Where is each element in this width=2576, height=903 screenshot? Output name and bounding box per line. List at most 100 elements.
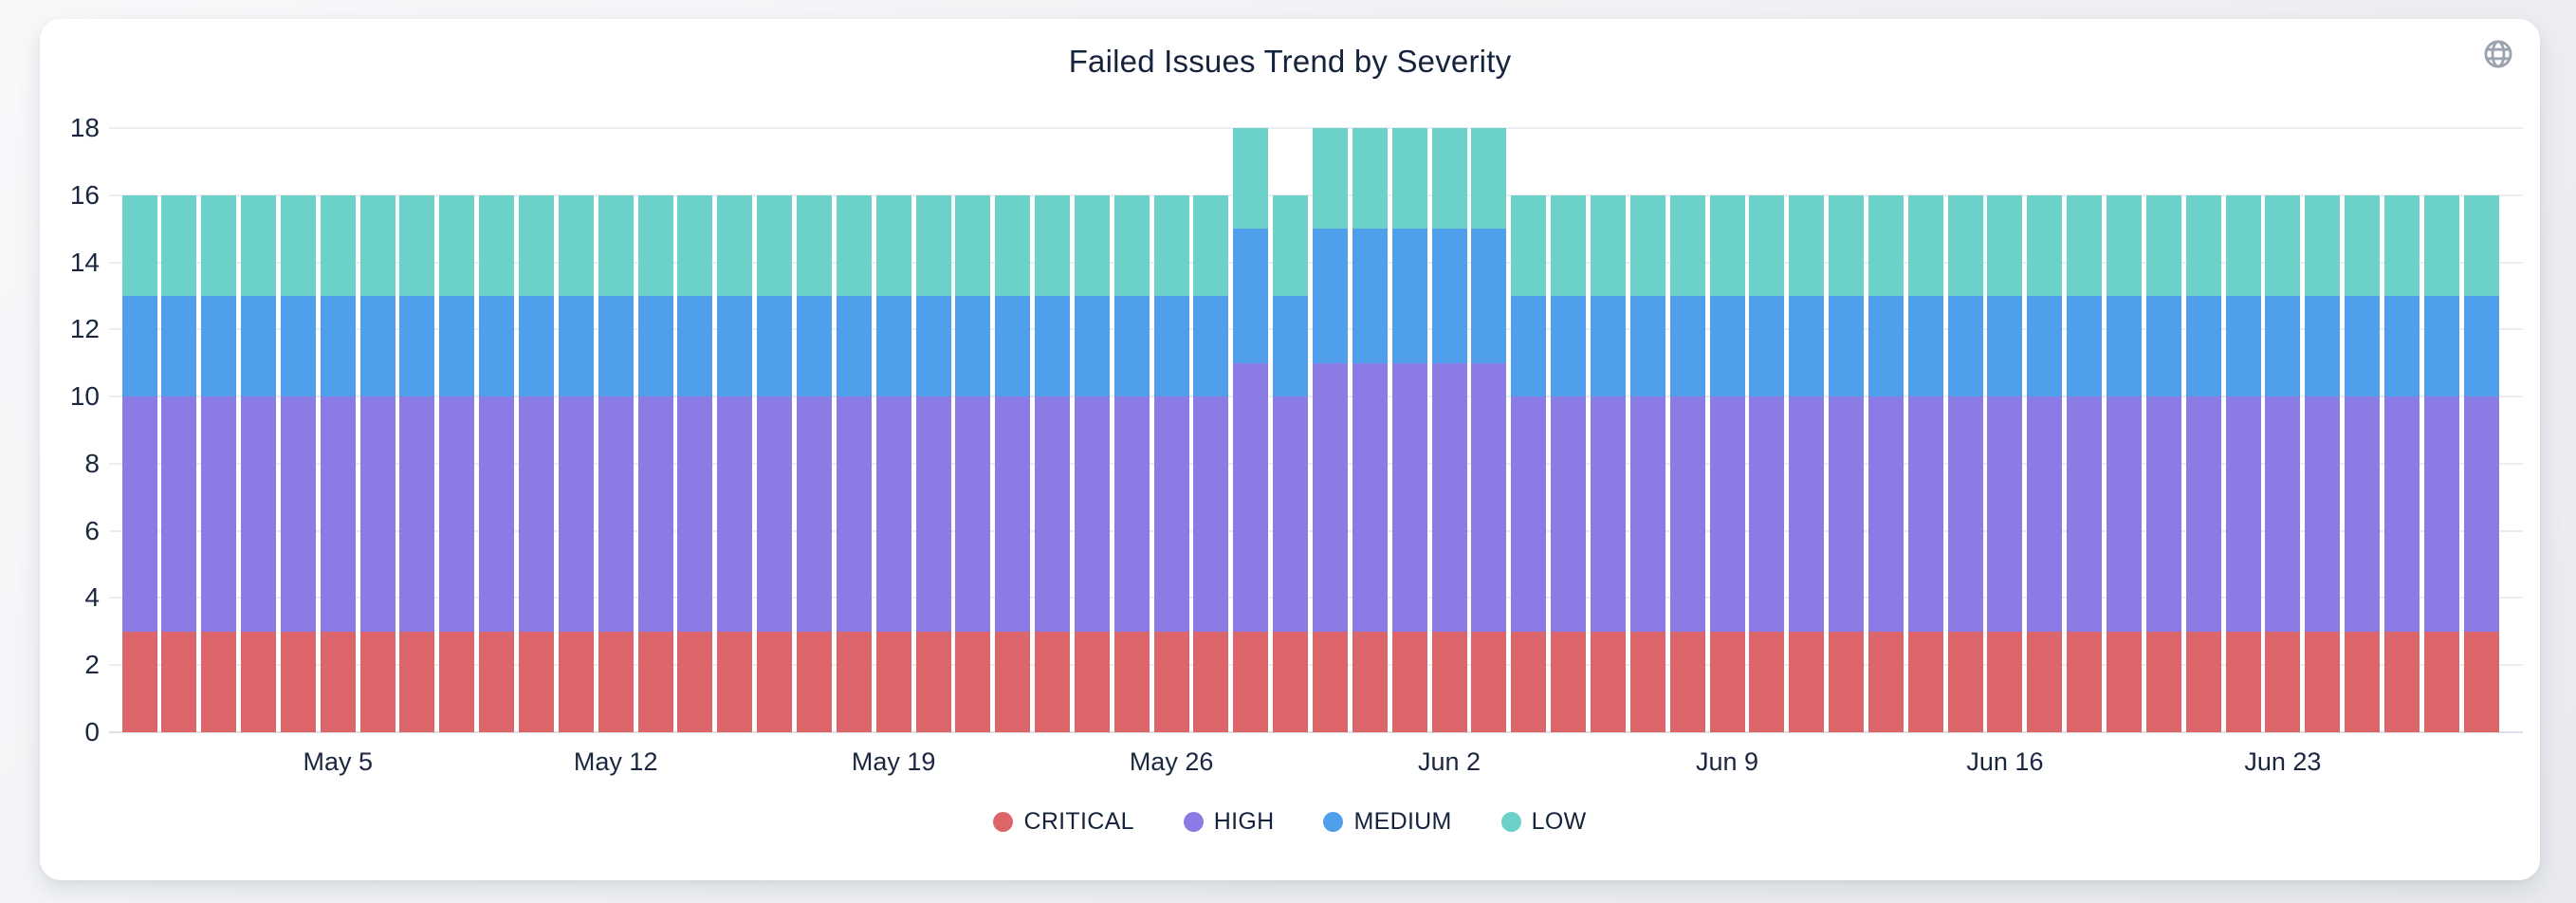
bar-segment-high bbox=[320, 396, 356, 632]
bar-segment-low bbox=[796, 194, 832, 296]
bar-apr-30[interactable] bbox=[121, 194, 157, 732]
bar-jun-12[interactable] bbox=[1829, 194, 1865, 732]
bar-may-21[interactable] bbox=[955, 194, 991, 732]
bar-segment-low bbox=[1749, 194, 1785, 296]
bar-jun-8[interactable] bbox=[1669, 194, 1705, 732]
bar-may-31[interactable] bbox=[1352, 127, 1388, 732]
bar-jun-22[interactable] bbox=[2225, 194, 2261, 732]
globe-icon[interactable] bbox=[2479, 35, 2517, 73]
bar-may-19[interactable] bbox=[875, 194, 911, 732]
bar-segment-low bbox=[2463, 194, 2499, 296]
bar-segment-low bbox=[1789, 194, 1825, 296]
bar-may-20[interactable] bbox=[915, 194, 951, 732]
bar-jun-17[interactable] bbox=[2027, 194, 2063, 732]
bar-jun-19[interactable] bbox=[2107, 194, 2142, 732]
bar-may-10[interactable] bbox=[519, 194, 554, 732]
legend-label: CRITICAL bbox=[1023, 808, 1134, 835]
bar-may-16[interactable] bbox=[757, 194, 793, 732]
y-axis-tick-label: 16 bbox=[69, 179, 100, 210]
bar-jun-1[interactable] bbox=[1391, 127, 1427, 732]
bar-jun-21[interactable] bbox=[2185, 194, 2221, 732]
bar-segment-critical bbox=[1074, 631, 1110, 732]
bar-segment-medium bbox=[1113, 295, 1150, 397]
bar-segment-critical bbox=[2423, 631, 2459, 732]
bar-jun-23[interactable] bbox=[2265, 194, 2301, 732]
bar-jun-10[interactable] bbox=[1749, 194, 1785, 732]
bar-segment-high bbox=[1153, 396, 1189, 632]
bar-segment-critical bbox=[1233, 631, 1269, 732]
bar-may-27[interactable] bbox=[1193, 194, 1229, 732]
bar-jun-7[interactable] bbox=[1629, 194, 1665, 732]
bar-may-7[interactable] bbox=[399, 194, 435, 732]
bar-may-2[interactable] bbox=[201, 194, 237, 732]
bar-may-15[interactable] bbox=[717, 194, 753, 732]
bar-may-28[interactable] bbox=[1233, 127, 1269, 732]
bar-segment-medium bbox=[2067, 295, 2103, 397]
bar-segment-low bbox=[1511, 194, 1547, 296]
bar-may-13[interactable] bbox=[637, 194, 673, 732]
bar-may-26[interactable] bbox=[1153, 194, 1189, 732]
bar-segment-low bbox=[915, 194, 951, 296]
bar-segment-critical bbox=[479, 631, 515, 732]
legend-item-critical[interactable]: CRITICAL bbox=[993, 808, 1133, 836]
bar-jun-3[interactable] bbox=[1471, 127, 1507, 732]
bar-segment-low bbox=[2225, 194, 2261, 296]
bar-may-17[interactable] bbox=[796, 194, 832, 732]
bar-segment-low bbox=[1868, 194, 1904, 296]
bar-segment-low bbox=[637, 194, 673, 296]
bar-jun-27[interactable] bbox=[2423, 194, 2459, 732]
bar-jun-15[interactable] bbox=[1947, 194, 1983, 732]
bar-jun-24[interactable] bbox=[2305, 194, 2341, 732]
bar-jun-4[interactable] bbox=[1511, 194, 1547, 732]
bar-may-14[interactable] bbox=[677, 194, 713, 732]
bar-jun-25[interactable] bbox=[2345, 194, 2381, 732]
bar-may-8[interactable] bbox=[439, 194, 475, 732]
bar-may-23[interactable] bbox=[1035, 194, 1071, 732]
bar-jun-28[interactable] bbox=[2463, 194, 2499, 732]
legend-item-medium[interactable]: MEDIUM bbox=[1323, 808, 1451, 836]
bar-may-12[interactable] bbox=[598, 194, 634, 732]
bar-segment-medium bbox=[1590, 295, 1626, 397]
bar-segment-critical bbox=[1987, 631, 2023, 732]
bar-may-9[interactable] bbox=[479, 194, 515, 732]
bar-jun-11[interactable] bbox=[1789, 194, 1825, 732]
bar-segment-medium bbox=[2107, 295, 2142, 397]
legend-item-low[interactable]: LOW bbox=[1500, 808, 1587, 836]
bar-segment-medium bbox=[1749, 295, 1785, 397]
bar-segment-low bbox=[1471, 127, 1507, 230]
bar-may-22[interactable] bbox=[995, 194, 1031, 732]
bar-jun-9[interactable] bbox=[1709, 194, 1745, 732]
bar-jun-18[interactable] bbox=[2067, 194, 2103, 732]
bar-may-24[interactable] bbox=[1074, 194, 1110, 732]
chart-card: Failed Issues Trend by Severity 0 2 4 6 8 10 1… bbox=[40, 19, 2540, 880]
bar-may-1[interactable] bbox=[161, 194, 197, 732]
bar-segment-critical bbox=[201, 631, 237, 732]
bar-segment-high bbox=[241, 396, 277, 632]
bar-may-18[interactable] bbox=[836, 194, 872, 732]
bar-may-29[interactable] bbox=[1273, 194, 1309, 732]
legend-item-high[interactable]: HIGH bbox=[1183, 808, 1275, 836]
bar-jun-2[interactable] bbox=[1431, 127, 1467, 732]
gridline-y-0 bbox=[109, 731, 2523, 733]
bar-may-4[interactable] bbox=[280, 194, 316, 732]
bar-segment-medium bbox=[2185, 295, 2221, 397]
bar-jun-20[interactable] bbox=[2145, 194, 2181, 732]
bar-segment-medium bbox=[2305, 295, 2341, 397]
bar-may-25[interactable] bbox=[1113, 194, 1150, 732]
bar-jun-26[interactable] bbox=[2383, 194, 2420, 732]
bar-may-6[interactable] bbox=[359, 194, 396, 732]
bar-may-11[interactable] bbox=[558, 194, 594, 732]
bar-jun-5[interactable] bbox=[1551, 194, 1587, 732]
bar-jun-13[interactable] bbox=[1868, 194, 1904, 732]
bar-may-3[interactable] bbox=[241, 194, 277, 732]
bar-jun-14[interactable] bbox=[1907, 194, 1943, 732]
bar-segment-low bbox=[1431, 127, 1467, 230]
bar-segment-low bbox=[717, 194, 753, 296]
bar-jun-16[interactable] bbox=[1987, 194, 2023, 732]
bar-may-5[interactable] bbox=[320, 194, 356, 732]
bar-segment-critical bbox=[2225, 631, 2261, 732]
bar-segment-medium bbox=[836, 295, 872, 397]
bar-may-30[interactable] bbox=[1313, 127, 1348, 732]
bar-segment-critical bbox=[1431, 631, 1467, 732]
bar-jun-6[interactable] bbox=[1590, 194, 1626, 732]
